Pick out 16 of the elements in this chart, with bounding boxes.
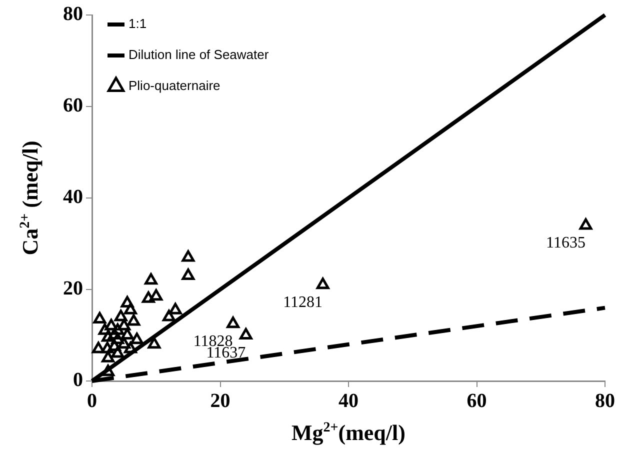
x-tick-label: 80 <box>595 390 615 412</box>
x-tick-label: 40 <box>338 390 358 412</box>
y-tick-label: 40 <box>63 186 83 208</box>
y-tick-label: 60 <box>63 94 83 117</box>
x-axis-title: Mg$^{2+}$(meq/l) <box>292 420 406 446</box>
legend-label: Dilution line of Seawater <box>128 47 270 62</box>
legend-label: Plio-quaternaire <box>128 78 220 94</box>
annotation: 11281 <box>283 294 323 312</box>
y-tick-label: 20 <box>63 278 83 300</box>
legend-label: 1:1 <box>128 16 147 32</box>
x-tick-label: 0 <box>87 390 97 412</box>
x-tick-label: 20 <box>210 390 230 412</box>
y-tick-label: 80 <box>63 3 83 26</box>
y-tick-label: 0 <box>73 369 83 392</box>
annotation: 11635 <box>546 234 586 252</box>
x-tick-label: 60 <box>466 390 487 412</box>
